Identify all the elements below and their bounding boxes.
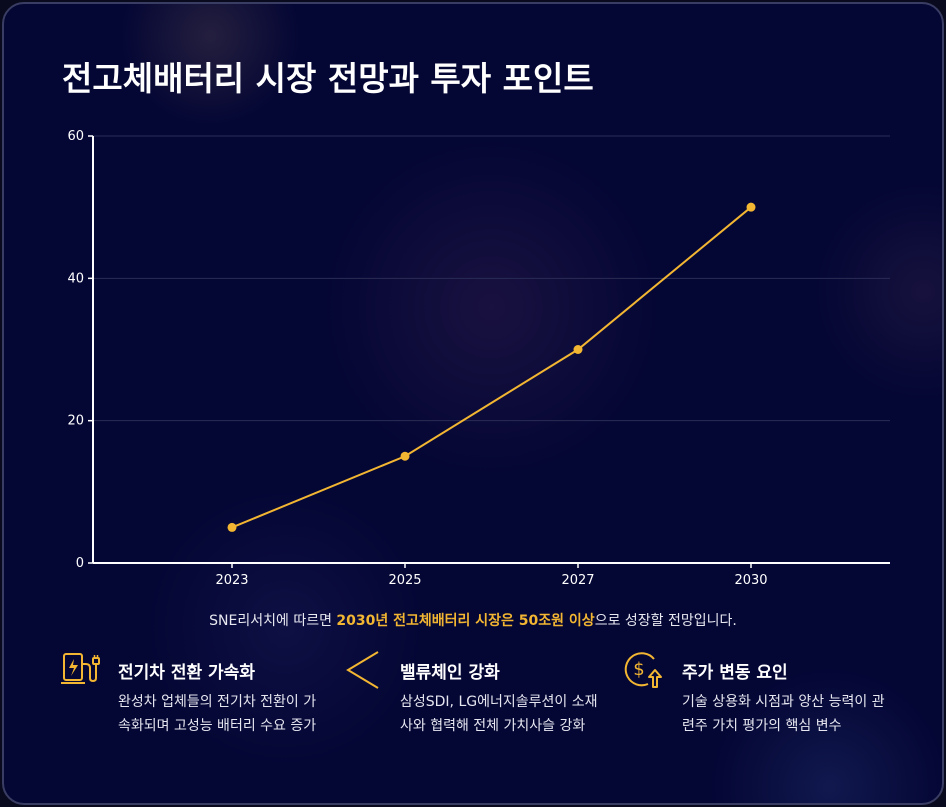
point-title: 주가 변동 요인	[682, 663, 788, 683]
svg-text:$: $	[633, 659, 644, 680]
data-point	[746, 202, 756, 212]
market-line-chart: 0 20 40 60 2023 2025 2027 2030	[67, 129, 890, 588]
chevron-left-icon	[346, 651, 379, 689]
caption-highlight: 2030년 전고체배터리 시장은 50조원 이상	[336, 613, 595, 629]
point-desc: 기술 상용화 시점과 양산 능력이 관련주 가치 평가의 핵심 변수	[682, 694, 885, 734]
data-point	[227, 522, 237, 532]
series-line	[231, 206, 752, 529]
x-tick-label: 2027	[561, 573, 594, 588]
point-title: 전기차 전환 가속화	[118, 663, 255, 683]
page-title: 전고체배터리 시장 전망과 투자 포인트	[62, 59, 594, 98]
data-point	[400, 451, 410, 461]
x-tick-label: 2030	[734, 573, 767, 588]
point-desc: 삼성SDI, LG에너지솔루션이 소재사와 협력해 전체 가치사슬 강화	[400, 694, 598, 734]
y-tick-label: 60	[67, 129, 84, 144]
caption-after: 으로 성장할 전망입니다.	[594, 613, 737, 629]
y-tick-label: 0	[76, 556, 84, 571]
data-point	[573, 345, 583, 354]
point-title: 밸류체인 강화	[400, 663, 500, 683]
dollar-up-icon: $	[624, 652, 662, 688]
x-tick-label: 2025	[388, 573, 421, 588]
chart-caption: SNE리서치에 따르면 2030년 전고체배터리 시장은 50조원 이상으로 성…	[4, 610, 942, 630]
point-desc: 완성차 업체들의 전기차 전환이 가속화되며 고성능 배터리 수요 증가	[118, 694, 317, 734]
ev-charger-icon	[61, 653, 100, 684]
x-tick-label: 2023	[215, 573, 248, 588]
caption-before: SNE리서치에 따르면	[209, 613, 337, 629]
y-tick-label: 20	[67, 414, 84, 429]
y-tick-label: 40	[67, 271, 84, 286]
